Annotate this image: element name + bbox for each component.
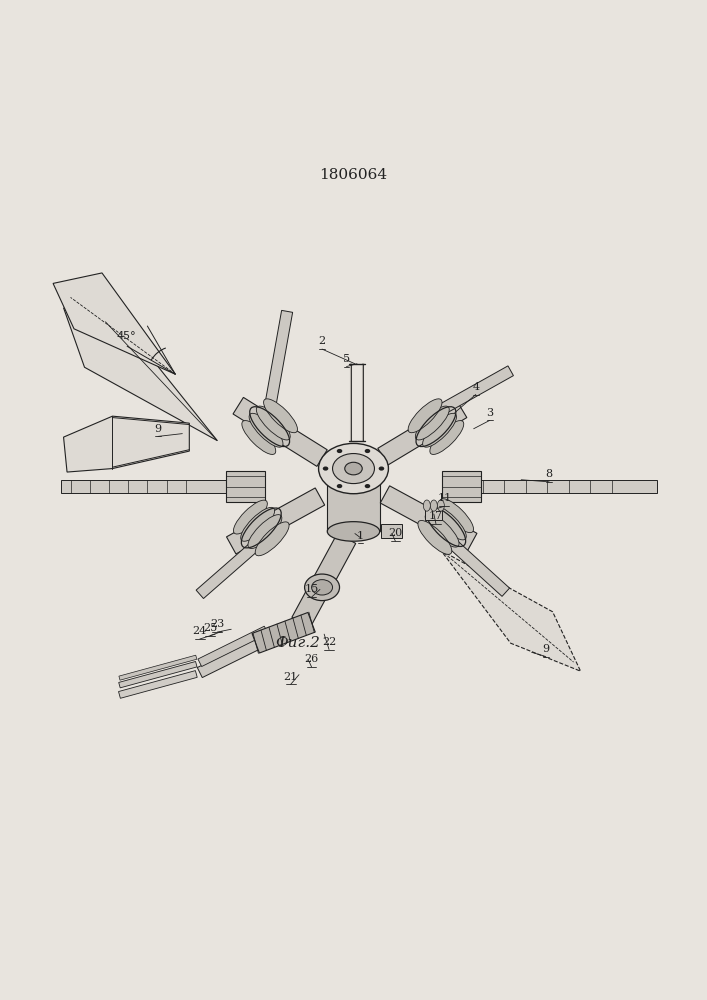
FancyBboxPatch shape: [443, 471, 481, 502]
Ellipse shape: [255, 522, 289, 556]
Ellipse shape: [264, 399, 298, 433]
Text: 1806064: 1806064: [320, 168, 387, 182]
Ellipse shape: [323, 466, 328, 471]
Polygon shape: [197, 635, 269, 678]
Ellipse shape: [332, 454, 375, 484]
Ellipse shape: [240, 507, 274, 541]
Ellipse shape: [379, 466, 384, 471]
Text: 22: 22: [322, 637, 336, 647]
Polygon shape: [378, 401, 467, 465]
Text: 15: 15: [305, 584, 319, 594]
FancyBboxPatch shape: [226, 471, 264, 502]
Ellipse shape: [312, 580, 332, 595]
Polygon shape: [472, 480, 658, 493]
Ellipse shape: [433, 506, 467, 540]
Ellipse shape: [430, 421, 464, 454]
Text: 17: 17: [429, 511, 443, 521]
Polygon shape: [264, 310, 293, 410]
Ellipse shape: [327, 452, 380, 471]
Text: 25: 25: [203, 623, 217, 633]
Polygon shape: [226, 488, 325, 554]
Ellipse shape: [423, 500, 431, 511]
Text: 23: 23: [210, 619, 224, 629]
Ellipse shape: [408, 399, 442, 433]
Polygon shape: [327, 462, 380, 531]
Ellipse shape: [365, 449, 370, 453]
Polygon shape: [196, 536, 265, 599]
Polygon shape: [292, 533, 356, 627]
Text: 21: 21: [284, 672, 298, 682]
Ellipse shape: [365, 484, 370, 488]
Polygon shape: [119, 671, 197, 698]
Text: 1: 1: [357, 531, 364, 541]
Text: Фиг.2: Фиг.2: [275, 636, 320, 650]
Ellipse shape: [257, 406, 291, 440]
Ellipse shape: [425, 513, 459, 547]
Polygon shape: [119, 661, 197, 688]
Ellipse shape: [305, 574, 339, 601]
Text: 20: 20: [388, 528, 402, 538]
Ellipse shape: [242, 421, 276, 454]
Polygon shape: [252, 612, 315, 653]
FancyBboxPatch shape: [382, 524, 402, 538]
Ellipse shape: [249, 413, 283, 447]
Ellipse shape: [418, 520, 452, 554]
Text: 24: 24: [193, 626, 207, 636]
Polygon shape: [198, 626, 268, 667]
Text: 2: 2: [318, 336, 326, 346]
Polygon shape: [380, 486, 477, 551]
Polygon shape: [62, 480, 235, 493]
Text: 4: 4: [472, 382, 479, 392]
Text: 8: 8: [546, 469, 553, 479]
Polygon shape: [53, 273, 175, 374]
Polygon shape: [64, 416, 189, 472]
Ellipse shape: [337, 449, 342, 453]
Polygon shape: [433, 366, 513, 418]
Polygon shape: [441, 550, 580, 671]
Text: 3: 3: [486, 408, 493, 418]
Ellipse shape: [327, 522, 380, 541]
Polygon shape: [442, 534, 510, 596]
Ellipse shape: [319, 443, 388, 494]
Ellipse shape: [337, 484, 342, 488]
Polygon shape: [64, 308, 217, 441]
Ellipse shape: [423, 413, 457, 447]
Text: 11: 11: [437, 493, 452, 503]
Ellipse shape: [431, 500, 438, 511]
Ellipse shape: [416, 406, 449, 440]
Ellipse shape: [440, 499, 474, 533]
Ellipse shape: [248, 515, 282, 549]
Polygon shape: [119, 655, 197, 680]
Text: 45°: 45°: [117, 331, 136, 341]
Text: 26: 26: [305, 654, 319, 664]
Text: 5: 5: [343, 354, 350, 364]
FancyBboxPatch shape: [426, 506, 443, 520]
Polygon shape: [233, 397, 327, 466]
Ellipse shape: [438, 500, 444, 511]
Ellipse shape: [345, 462, 362, 475]
Ellipse shape: [233, 500, 267, 534]
Text: 9: 9: [154, 424, 161, 434]
Text: 9: 9: [542, 644, 549, 654]
